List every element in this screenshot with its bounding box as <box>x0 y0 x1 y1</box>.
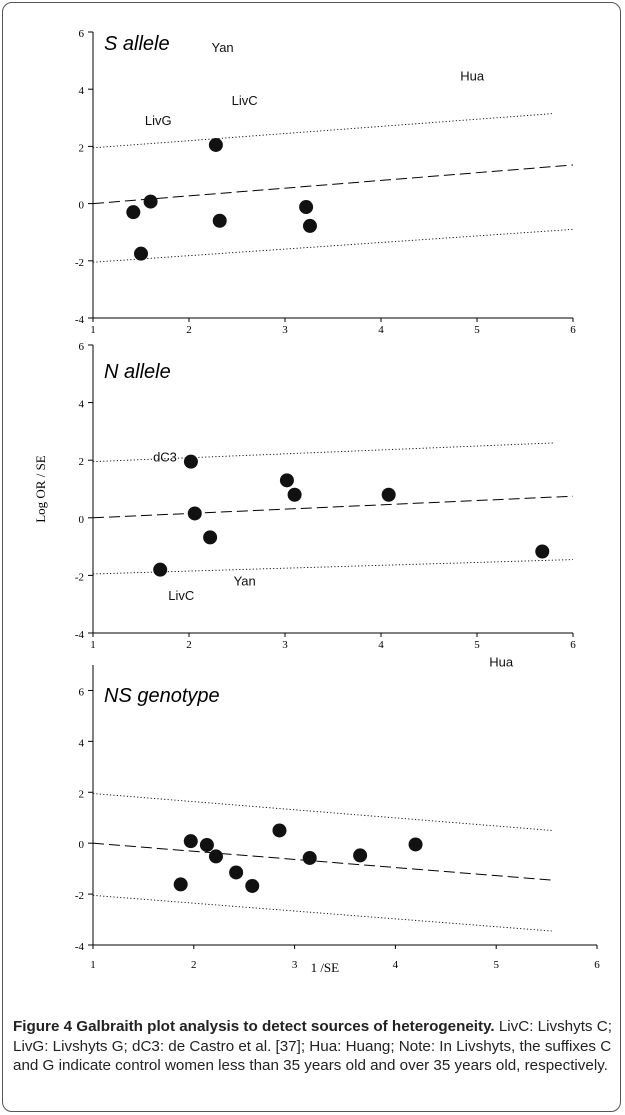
panel2-y-tick-label: 6 <box>79 341 85 353</box>
panel1-data-point <box>126 205 141 220</box>
panel2-point-annotation: dC3 <box>153 450 177 465</box>
panel3-y-tick-label: 0 <box>79 839 85 851</box>
panel2-point-annotation: LivC <box>168 588 194 603</box>
panel1-data-point <box>208 137 223 152</box>
panel2-data-point <box>287 487 302 502</box>
panel2-title: N allele <box>104 361 171 383</box>
panel2-data-point <box>279 473 294 488</box>
panel2-y-tick-label: -4 <box>75 629 85 641</box>
panel1-point-annotation: Hua <box>460 69 485 84</box>
panel3-data-point <box>408 837 423 852</box>
panel3-data-point <box>272 823 287 838</box>
panel2-upper-band <box>92 442 554 463</box>
panel3-data-point <box>302 850 317 865</box>
panel3-x-tick-label: 5 <box>493 959 499 971</box>
panel2-x-tick-label: 6 <box>570 639 576 651</box>
panel1-title: S allele <box>104 33 170 55</box>
panel1-x-tick-label: 5 <box>474 324 480 336</box>
panel1-x-tick-label: 3 <box>282 324 288 336</box>
panel3-data-point <box>183 834 198 849</box>
panel3-x-axis-label: 1 /SE <box>311 960 340 975</box>
panel1-y-tick-label: -4 <box>75 314 85 326</box>
panel3-lower-band <box>92 894 552 932</box>
panel3-regression-line <box>92 842 552 881</box>
panel3-y-tick-label: 6 <box>79 686 85 698</box>
panel1-x-tick-label: 4 <box>378 324 384 336</box>
caption-text: LivC: Livshyts C; LivG: Livshyts G; dC3:… <box>13 1018 612 1074</box>
panel1-data-point <box>134 246 148 261</box>
panel1-y-tick-label: 2 <box>79 142 85 154</box>
panel1-regression-line <box>92 164 574 205</box>
panel2-x-tick-label: 2 <box>186 639 192 651</box>
figure-caption: Figure 4 Galbraith plot analysis to dete… <box>13 1017 613 1076</box>
panel1-x-tick-label: 1 <box>90 324 96 336</box>
panel2-y-tick-label: 0 <box>79 514 85 526</box>
panel3-data-point <box>353 848 368 863</box>
panel1-y-tick-label: 4 <box>79 85 85 97</box>
panel2-point-annotation: Yan <box>234 573 256 588</box>
panel1-data-point <box>302 218 317 233</box>
panel2-data-point <box>535 544 550 559</box>
panel2-data-point <box>153 562 168 577</box>
panel2-data-point <box>187 506 202 521</box>
panel2-data-point <box>183 454 198 469</box>
panel3-x-tick-label: 1 <box>90 959 96 971</box>
panel2-y-axis-label: Log OR / SE <box>33 455 48 523</box>
panel3-data-point <box>199 837 214 852</box>
panel3-y-tick-label: -2 <box>75 890 84 902</box>
panel3-data-point <box>173 877 188 892</box>
panel3-y-tick-label: 2 <box>79 788 85 800</box>
panel3-data-point <box>229 865 244 880</box>
panel1-point-annotation: Yan <box>212 40 234 55</box>
panel1-upper-band <box>92 113 554 149</box>
panel1-point-annotation: LivC <box>232 93 258 108</box>
panel1-y-tick-label: 0 <box>79 200 85 212</box>
panel1-data-point <box>143 194 158 209</box>
panel2-y-tick-label: 4 <box>79 399 85 411</box>
panel1-data-point <box>212 213 227 228</box>
panel2-data-point <box>203 530 218 545</box>
panel1-data-point <box>299 200 314 215</box>
panel3-data-point <box>245 878 260 893</box>
caption-label: Figure 4 Galbraith plot analysis to dete… <box>13 1018 495 1035</box>
panel3-title: NS genotype <box>104 685 220 707</box>
panel1-y-tick-label: -2 <box>75 257 84 269</box>
panel3-y-tick-label: 4 <box>79 737 85 749</box>
panel2-x-tick-label: 1 <box>90 639 96 651</box>
panel2-x-tick-label: 3 <box>282 639 288 651</box>
panel1-lower-band <box>92 228 574 263</box>
panel2-x-tick-label: 5 <box>474 639 480 651</box>
panel1-x-tick-label: 6 <box>570 324 576 336</box>
panel3-y-tick-label: -4 <box>75 941 85 953</box>
panel3-upper-band <box>92 793 552 831</box>
panel3-x-tick-label: 3 <box>292 959 298 971</box>
panel2-y-tick-label: 2 <box>79 456 85 468</box>
panel3-x-tick-label: 4 <box>393 959 399 971</box>
panel2-data-point <box>381 487 396 502</box>
panel3-point-annotation: Hua <box>489 654 514 669</box>
panel1-point-annotation: LivG <box>145 113 172 128</box>
panel2-x-tick-label: 4 <box>378 639 384 651</box>
panel2-regression-line <box>92 495 574 519</box>
panel1-y-tick-label: 6 <box>79 28 85 40</box>
panel3-x-tick-label: 6 <box>594 959 600 971</box>
panel2-y-tick-label: -2 <box>75 571 84 583</box>
panel3-data-point <box>208 849 223 864</box>
panel1-x-tick-label: 2 <box>186 324 192 336</box>
panel3-x-tick-label: 2 <box>191 959 197 971</box>
